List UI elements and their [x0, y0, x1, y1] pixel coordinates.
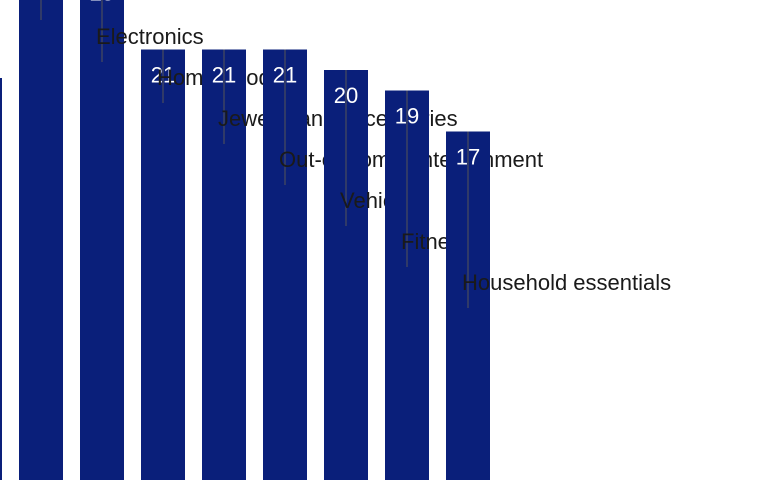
bar	[0, 78, 2, 480]
bar	[80, 0, 124, 480]
bar	[19, 0, 63, 480]
category-label: Household essentials	[462, 270, 671, 295]
category-label: Electronics	[96, 24, 204, 49]
bar	[141, 49, 185, 480]
